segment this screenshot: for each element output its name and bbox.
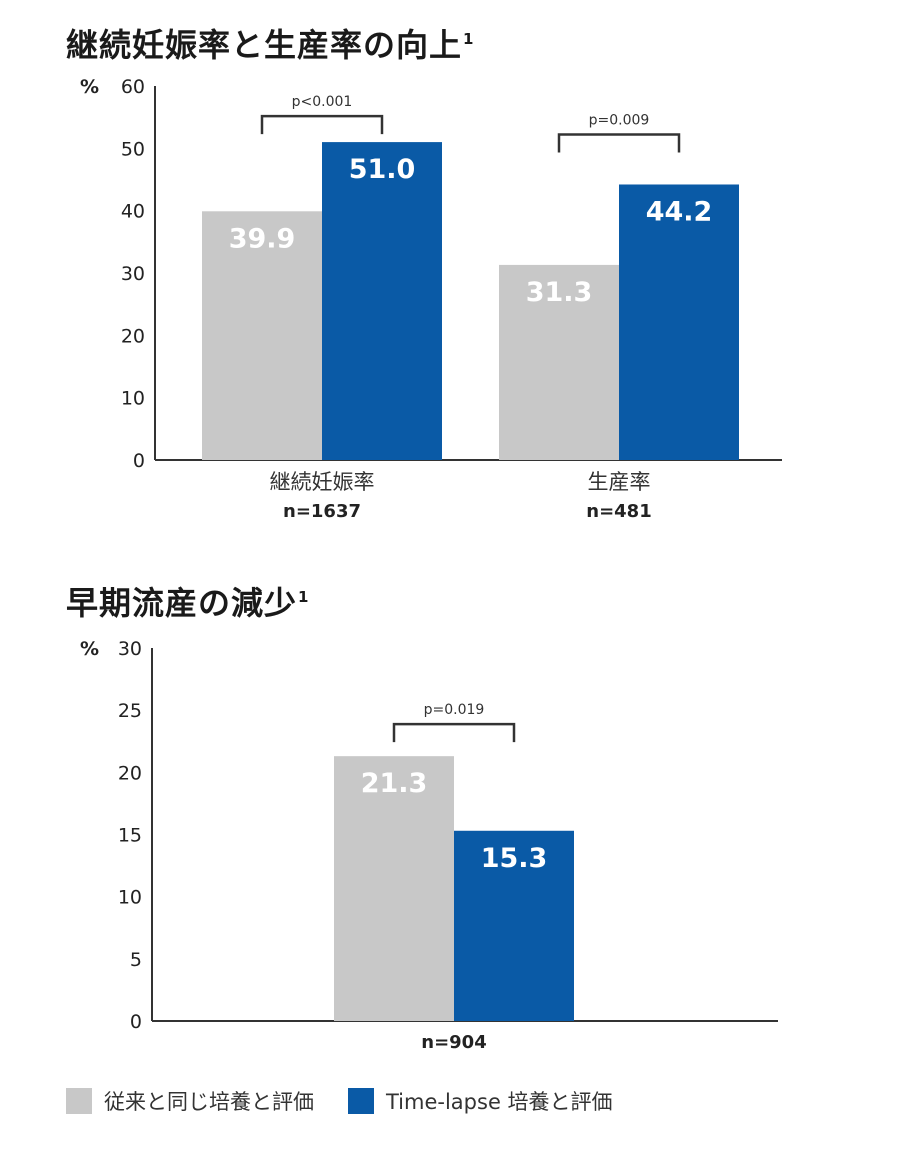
chart1-bar [322, 142, 442, 460]
chart1-pvalue-label: p=0.009 [589, 112, 650, 128]
chart1-bar [499, 264, 619, 460]
chart2-y-tick-label: 5 [130, 949, 142, 971]
chart2-y-tick-label: 20 [118, 762, 142, 784]
chart1-title: 継続妊娠率と生産率の向上1 [66, 26, 475, 64]
chart1-bar-value-label: 39.9 [229, 223, 296, 254]
chart2-y-tick-label: 10 [118, 887, 142, 909]
chart1-category-label: 継続妊娠率 [270, 470, 375, 494]
chart1-bar [202, 211, 322, 460]
chart2-y-tick-label: 30 [118, 638, 142, 660]
chart1-y-tick-label: 10 [121, 388, 145, 410]
chart1-pvalue-label: p<0.001 [292, 94, 353, 110]
chart1-category-n-label: n=481 [586, 501, 651, 522]
chart1-category-label: 生産率 [588, 470, 651, 494]
chart2-bar-value-label: 21.3 [361, 768, 428, 799]
chart1-y-tick-label: 20 [121, 325, 145, 347]
legend-item-timelapse: Time-lapse 培養と評価 [348, 1086, 613, 1116]
legend-swatch-blue [348, 1088, 374, 1114]
chart1-y-tick-label: 30 [121, 263, 145, 285]
chart2-bar [454, 830, 574, 1021]
chart1-y-unit: % [80, 76, 99, 98]
chart1-bar-value-label: 44.2 [646, 196, 713, 227]
chart2-y-unit: % [80, 638, 99, 660]
chart1-y-tick-label: 50 [121, 138, 145, 160]
chart1-category-n-label: n=1637 [283, 501, 361, 522]
legend-swatch-gray [66, 1088, 92, 1114]
chart1-pvalue-bracket [557, 133, 681, 153]
chart1-bar [619, 184, 739, 460]
legend-label-conventional: 従来と同じ培養と評価 [104, 1090, 314, 1114]
chart2-y-tick-label: 15 [118, 825, 142, 847]
chart2-bar-value-label: 15.3 [481, 843, 548, 874]
chart1-y-tick-label: 40 [121, 201, 145, 223]
chart1-y-tick-label: 0 [133, 450, 145, 472]
legend-label-timelapse: Time-lapse 培養と評価 [386, 1090, 613, 1114]
chart1-bar-value-label: 51.0 [349, 154, 416, 185]
chart2-pvalue-label: p=0.019 [424, 702, 485, 718]
chart1-pvalue-bracket [260, 114, 384, 135]
chart2-bar [334, 756, 454, 1021]
chart2-y-tick-label: 0 [130, 1011, 142, 1033]
chart1-bar-value-label: 31.3 [526, 277, 593, 308]
chart2-category-n-label: n=904 [421, 1032, 486, 1053]
chart2-title: 早期流産の減少1 [66, 584, 310, 622]
legend: 従来と同じ培養と評価 Time-lapse 培養と評価 [66, 1086, 647, 1116]
chart2-pvalue-bracket [392, 722, 516, 743]
chart1-y-tick-label: 60 [121, 76, 145, 98]
chart2-y-tick-label: 25 [118, 700, 142, 722]
legend-item-conventional: 従来と同じ培養と評価 [66, 1086, 314, 1116]
